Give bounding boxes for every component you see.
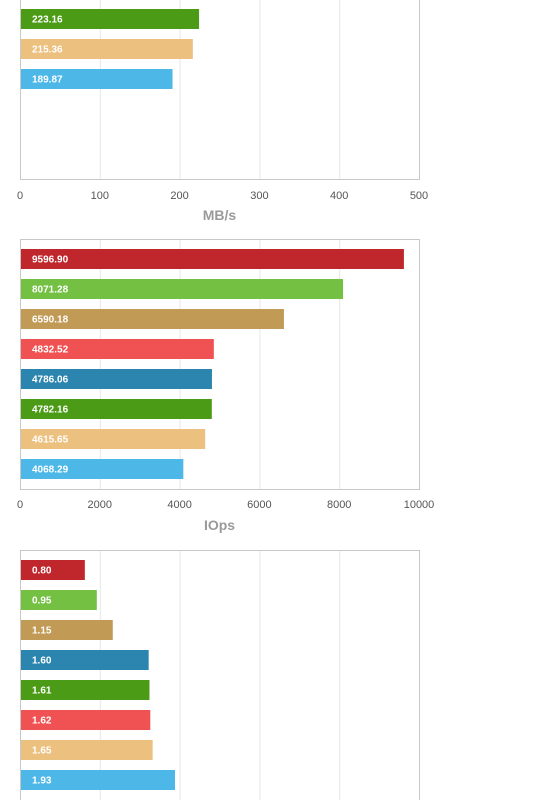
x-axis-title: MB/s: [203, 207, 237, 223]
x-tick-label: 0: [17, 499, 23, 511]
bar-data-label: 1.93: [32, 776, 52, 787]
bar: [21, 399, 212, 419]
bar: [21, 279, 344, 299]
chart-2: 9596.90 8071.28 6590.18 4832.52 4786.06 4782.…: [17, 239, 434, 533]
bar: [21, 339, 214, 359]
x-tick-label: 8000: [327, 499, 351, 511]
bar: [21, 560, 85, 580]
bar-data-label: 1.15: [32, 626, 52, 637]
bar-data-label: 4615.65: [32, 435, 69, 446]
x-tick-label: 2000: [88, 499, 112, 511]
bar-data-label: 4782.16: [32, 405, 69, 416]
x-tick-label: 0: [17, 190, 23, 202]
bar-data-label: 4068.29: [32, 465, 69, 476]
bar: [21, 459, 184, 479]
bar: [21, 429, 206, 449]
x-tick-label: 500: [410, 190, 428, 202]
bar: [21, 740, 153, 760]
bar-data-label: 1.60: [32, 656, 52, 667]
bar: [21, 590, 97, 610]
x-axis-title: IOps: [204, 517, 235, 533]
bar: [21, 620, 113, 640]
bar-data-label: 6590.18: [32, 315, 69, 326]
bar-data-label: 1.61: [32, 686, 52, 697]
bar: [21, 249, 404, 269]
bar: [21, 770, 176, 790]
bar: [21, 680, 150, 700]
bar-data-label: 4786.06: [32, 375, 69, 386]
bar: [21, 309, 284, 329]
bar: [21, 39, 193, 59]
x-tick-label: 6000: [247, 499, 271, 511]
chart-3: 0.80 0.95 1.15 1.60 1.61 1.62 1.65 1.93: [20, 550, 420, 801]
plot-frame: [20, 550, 420, 801]
x-tick-label: 10000: [404, 499, 435, 511]
x-tick-label: 100: [91, 190, 109, 202]
bar-data-label: 1.62: [32, 716, 52, 727]
bar: [21, 650, 149, 670]
bar: [21, 369, 212, 389]
bar-data-label: 215.36: [32, 45, 63, 56]
bar-data-label: 9596.90: [32, 255, 69, 266]
bar-data-label: 189.87: [32, 75, 63, 86]
bar: [21, 9, 200, 29]
bar: [21, 69, 173, 89]
x-tick-label: 300: [250, 190, 268, 202]
x-tick-label: 4000: [167, 499, 191, 511]
bar-data-label: 0.80: [32, 566, 52, 577]
plot-frame: [20, 239, 420, 490]
bar-data-label: 4832.52: [32, 345, 69, 356]
plot-frame: [20, 0, 420, 180]
x-tick-label: 400: [330, 190, 348, 202]
x-tick-label: 200: [170, 190, 188, 202]
bar-data-label: 1.65: [32, 746, 52, 757]
bar-data-label: 223.16: [32, 15, 63, 26]
bar-data-label: 8071.28: [32, 285, 69, 296]
bar: [21, 710, 151, 730]
chart-1: 305.11225.40223.39223.16215.36189.870100…: [17, 0, 428, 223]
bar-data-label: 0.95: [32, 596, 52, 607]
